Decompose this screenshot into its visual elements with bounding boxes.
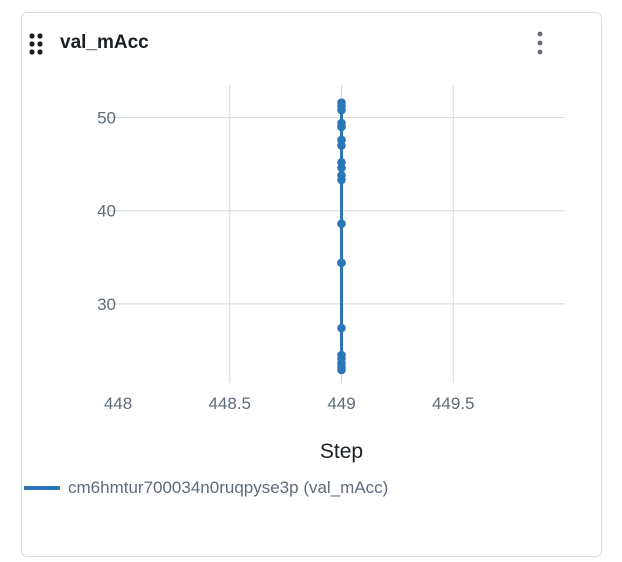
kebab-menu-icon[interactable] [531,30,549,58]
drag-handle-icon[interactable] [27,32,47,56]
x-tick-label: 449 [327,394,355,413]
chart-title: val_mAcc [60,32,149,53]
x-tick-label: 449.5 [432,394,475,413]
y-tick-label: 30 [97,295,116,314]
legend[interactable]: cm6hmtur700034n0ruqpyse3p (val_mAcc) [24,476,388,500]
y-tick-label: 40 [97,202,116,221]
legend-series-label: cm6hmtur700034n0ruqpyse3p (val_mAcc) [68,478,389,497]
data-point [337,163,346,173]
series-layer [337,98,346,375]
y-tick-label: 50 [97,109,116,128]
legend-swatch [24,486,60,490]
data-point [337,105,346,115]
x-axis-label: Step [320,440,363,463]
grid-lines [108,85,565,383]
data-point [337,141,346,150]
data-point [337,122,346,132]
data-point [337,175,346,185]
tick-labels: 448 448.5 449 449.5 30 40 50 [97,109,474,413]
data-point [337,258,346,268]
data-point [337,365,346,375]
chart-card [21,12,602,557]
data-point [337,323,346,333]
x-tick-label: 448 [104,394,132,413]
x-tick-label: 448.5 [208,394,251,413]
data-point [337,219,346,229]
